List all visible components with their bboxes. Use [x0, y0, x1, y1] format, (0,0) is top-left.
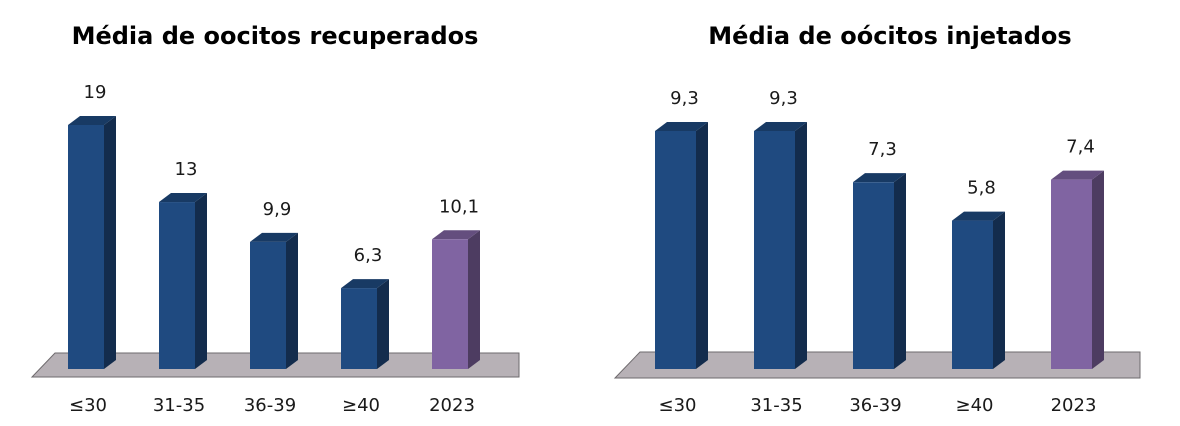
bar-side [795, 122, 807, 369]
x-tick-label: 2023 [1051, 395, 1097, 416]
bar-front [952, 220, 993, 369]
x-tick-label: ≤30 [69, 395, 107, 416]
bar-≤30 [655, 122, 708, 369]
bar-top [754, 122, 807, 131]
bar-top [655, 122, 708, 131]
bar-top [341, 279, 389, 289]
x-tick-label: 2023 [429, 395, 475, 416]
bar-top [159, 193, 207, 203]
bar-2023 [432, 230, 480, 369]
bar-≥40 [341, 279, 389, 369]
chart-recuperados: 19 ≤30 13 31-35 9,9 36-39 6,3 ≥40 10,1 2023 [30, 82, 520, 416]
bar-36-39 [250, 232, 298, 369]
data-label: 9,3 [769, 88, 798, 109]
bar-front [68, 125, 104, 369]
x-tick-label: ≥40 [342, 395, 380, 416]
chart-injetados: 9,3 ≤30 9,3 31-35 7,3 36-39 5,8 ≥40 7,4 2023 [613, 88, 1141, 416]
bar-31-35 [159, 193, 207, 369]
bar-front [250, 241, 286, 369]
bar-side [894, 173, 906, 369]
data-label: 5,8 [967, 178, 996, 199]
bar-front [159, 202, 195, 369]
bar-side [468, 230, 480, 369]
bar-front [655, 131, 696, 369]
bar-front [432, 239, 468, 369]
data-label: 19 [84, 82, 107, 103]
bar-front [341, 288, 377, 369]
chart-title: Média de oócitos injetados [708, 22, 1072, 50]
data-label: 6,3 [354, 245, 383, 266]
bar-side [377, 279, 389, 369]
data-label: 9,9 [263, 199, 292, 220]
bar-31-35 [754, 122, 807, 369]
bar-top [432, 230, 480, 240]
x-tick-label: 31-35 [750, 395, 802, 416]
chart-title: Média de oocitos recuperados [71, 22, 479, 50]
data-label: 10,1 [439, 196, 479, 217]
x-tick-label: 36-39 [244, 395, 296, 416]
x-tick-label: ≥40 [956, 395, 994, 416]
bar-top [853, 173, 906, 183]
x-tick-label: 31-35 [153, 395, 205, 416]
chart-panel-injetados: Média de oócitos injetados 9,3 ≤30 9,3 31-3… [600, 0, 1180, 426]
bar-36-39 [853, 173, 906, 369]
bar-top [1051, 170, 1104, 180]
bar-side [104, 116, 116, 369]
bar-top [952, 211, 1005, 221]
bar-side [195, 193, 207, 369]
bar-front [754, 131, 795, 369]
data-label: 13 [175, 159, 198, 180]
bar-side [993, 211, 1005, 369]
bar-top [250, 232, 298, 242]
data-label: 7,4 [1066, 137, 1095, 158]
x-tick-label: 36-39 [849, 395, 901, 416]
bar-front [853, 182, 894, 369]
bar-side [1092, 170, 1104, 369]
bar-top [68, 116, 116, 125]
bar-≥40 [952, 211, 1005, 369]
data-label: 9,3 [670, 88, 699, 109]
bar-2023 [1051, 170, 1104, 369]
bar-side [286, 232, 298, 369]
data-label: 7,3 [868, 139, 897, 160]
x-tick-label: ≤30 [659, 395, 697, 416]
bar-side [696, 122, 708, 369]
bar-front [1051, 179, 1092, 369]
chart-panel-recuperados: Média de oocitos recuperados 19 ≤30 13 31-3… [0, 0, 560, 426]
bar-≤30 [68, 116, 116, 369]
